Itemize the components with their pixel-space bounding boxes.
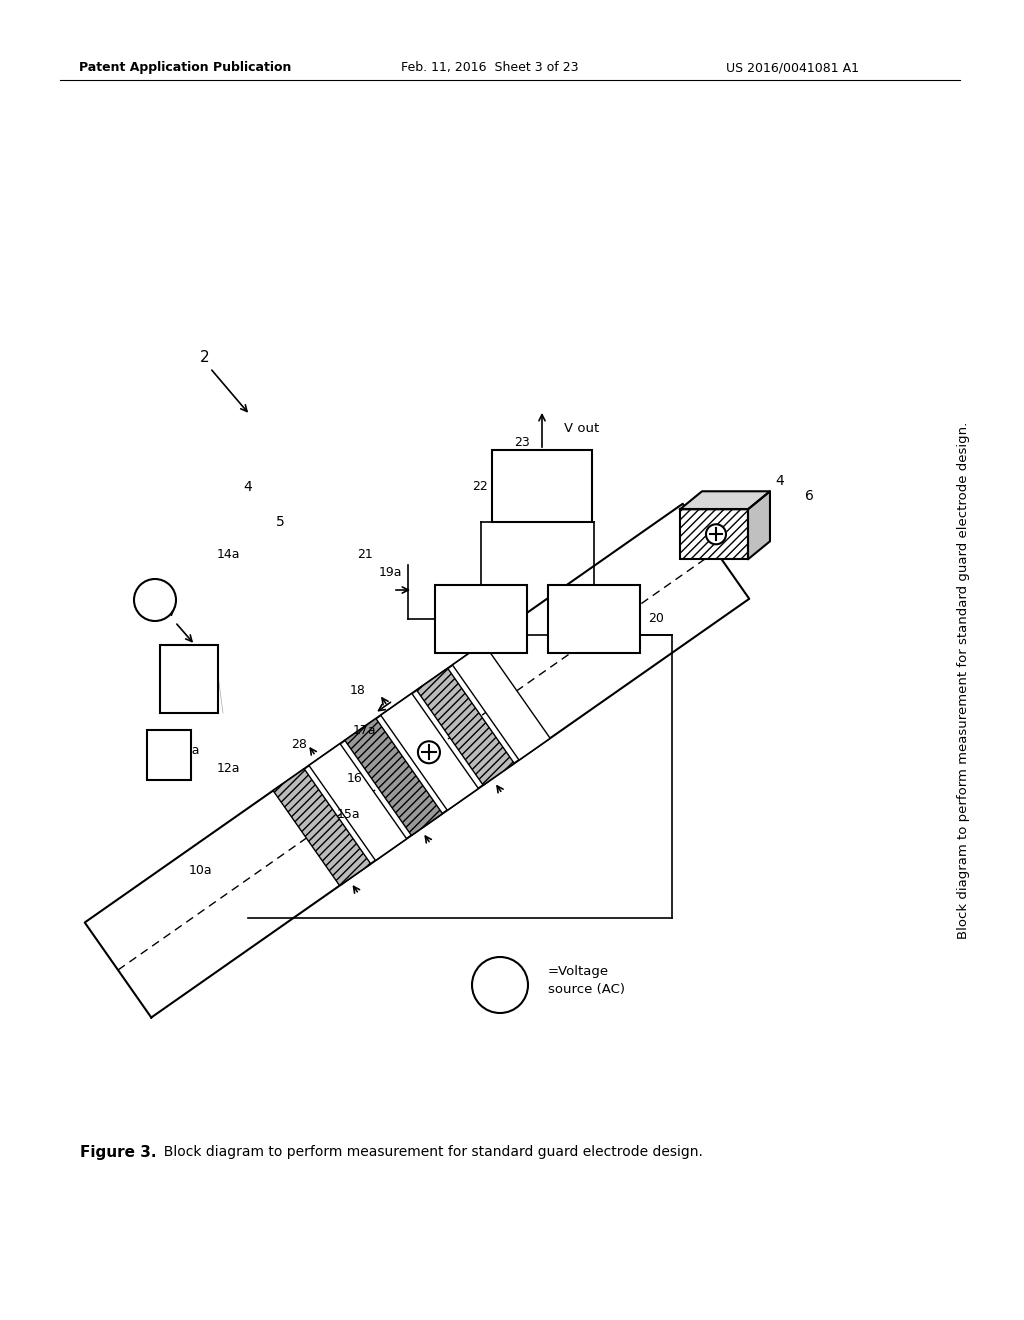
Text: 16: 16 bbox=[347, 771, 362, 784]
Text: Block diagram to perform measurement for standard guard electrode design.: Block diagram to perform measurement for… bbox=[155, 1144, 702, 1159]
Text: 28: 28 bbox=[291, 738, 307, 751]
Text: 19a: 19a bbox=[378, 565, 401, 578]
Circle shape bbox=[418, 742, 440, 763]
Text: Current: Current bbox=[458, 603, 505, 616]
Text: 9: 9 bbox=[185, 660, 193, 673]
Text: Feb. 11, 2016  Sheet 3 of 23: Feb. 11, 2016 Sheet 3 of 23 bbox=[401, 62, 579, 74]
Text: 6: 6 bbox=[805, 490, 814, 503]
Text: 14a: 14a bbox=[216, 549, 240, 561]
Text: V out: V out bbox=[564, 421, 599, 434]
Polygon shape bbox=[680, 491, 770, 510]
Text: 11: 11 bbox=[161, 756, 177, 770]
Text: 8: 8 bbox=[165, 738, 173, 751]
Text: Figure 3.: Figure 3. bbox=[80, 1144, 157, 1159]
Text: 18: 18 bbox=[350, 684, 366, 697]
Text: 4: 4 bbox=[775, 474, 783, 488]
Bar bbox=[680, 510, 748, 560]
Polygon shape bbox=[453, 643, 550, 760]
Text: Differential: Differential bbox=[507, 470, 577, 483]
Text: Current: Current bbox=[570, 603, 617, 616]
Text: 12a: 12a bbox=[166, 742, 189, 755]
Text: 23: 23 bbox=[514, 436, 529, 449]
Text: 11: 11 bbox=[153, 738, 168, 751]
Text: 17a: 17a bbox=[352, 723, 376, 737]
Text: 12a: 12a bbox=[177, 743, 201, 756]
Text: 22: 22 bbox=[472, 479, 487, 492]
Circle shape bbox=[134, 579, 176, 620]
Text: to voltage: to voltage bbox=[450, 622, 513, 635]
Text: V: V bbox=[494, 975, 507, 994]
Bar bbox=[160, 645, 218, 713]
Text: 7: 7 bbox=[168, 605, 177, 619]
Text: V: V bbox=[150, 593, 161, 607]
Text: 5: 5 bbox=[275, 515, 285, 529]
Bar bbox=[680, 510, 748, 560]
Text: 8: 8 bbox=[169, 759, 177, 771]
Bar bbox=[435, 585, 527, 653]
Text: 13: 13 bbox=[181, 678, 197, 692]
Text: =Voltage: =Voltage bbox=[548, 965, 609, 978]
Circle shape bbox=[472, 957, 528, 1012]
Text: Block diagram to perform measurement for standard guard electrode design.: Block diagram to perform measurement for… bbox=[956, 421, 970, 939]
Polygon shape bbox=[345, 718, 442, 836]
Text: 21: 21 bbox=[357, 549, 373, 561]
Bar bbox=[147, 730, 191, 780]
Text: 15a: 15a bbox=[336, 808, 359, 821]
Text: 2: 2 bbox=[200, 351, 210, 366]
Bar bbox=[548, 585, 640, 653]
Polygon shape bbox=[417, 668, 514, 785]
Polygon shape bbox=[381, 693, 478, 810]
Polygon shape bbox=[309, 743, 407, 861]
Polygon shape bbox=[748, 491, 770, 560]
Text: to voltage: to voltage bbox=[562, 622, 626, 635]
Bar bbox=[492, 450, 592, 521]
Text: amplifier: amplifier bbox=[514, 488, 569, 502]
Text: 4: 4 bbox=[244, 480, 252, 494]
Text: 8: 8 bbox=[166, 751, 174, 764]
Text: 20: 20 bbox=[648, 612, 664, 626]
Polygon shape bbox=[273, 768, 371, 886]
Text: Patent Application Publication: Patent Application Publication bbox=[79, 62, 291, 74]
Circle shape bbox=[706, 524, 726, 544]
Text: 10a: 10a bbox=[188, 863, 212, 876]
Text: source (AC): source (AC) bbox=[548, 983, 625, 997]
Text: 12a: 12a bbox=[216, 762, 240, 775]
Text: US 2016/0041081 A1: US 2016/0041081 A1 bbox=[725, 62, 858, 74]
